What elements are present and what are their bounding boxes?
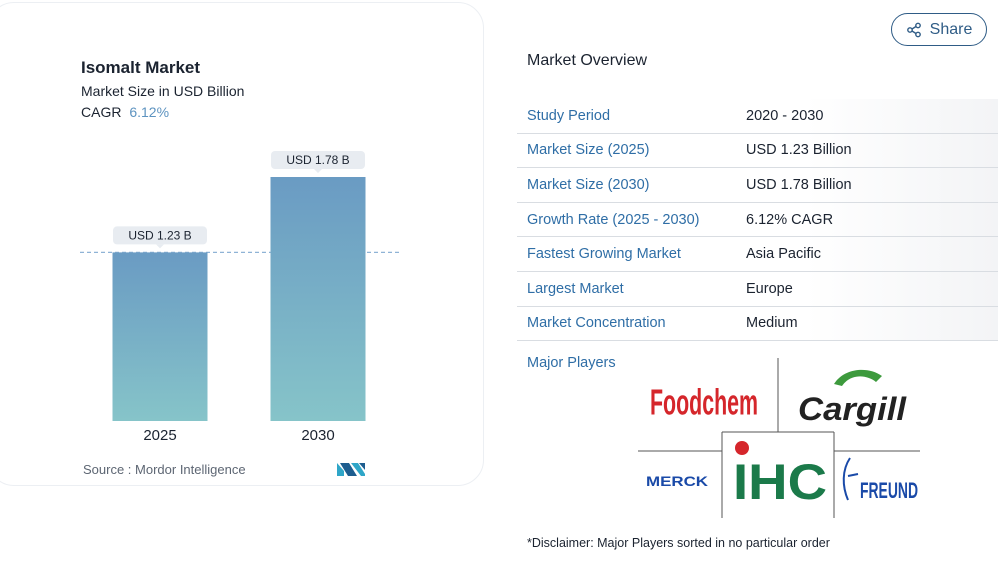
mordor-intelligence-logo-icon [337,463,365,476]
overview-value: USD 1.78 Billion [746,176,852,193]
overview-key: Growth Rate (2025 - 2030) [527,211,700,228]
overview-table: Study Period 2020 - 2030 Market Size (20… [517,99,998,342]
overview-key: Study Period [527,107,611,124]
overview-row: Market Size (2025) USD 1.23 Billion [517,133,998,169]
overview-title: Market Overview [527,52,648,69]
share-icon [906,22,921,37]
data-label-pointer [156,244,164,249]
data-label: USD 1.78 B [286,153,349,167]
data-label-pointer [314,169,322,173]
overview-row: Study Period 2020 - 2030 [517,99,998,134]
svg-text:FREUND: FREUND [860,478,918,503]
overview-value: Medium [746,315,798,332]
svg-text:Cargill: Cargill [798,391,907,427]
chart-cagr: CAGR 6.12% [81,104,169,120]
disclaimer: *Disclaimer: Major Players sorted in no … [527,536,830,550]
overview-row: Fastest Growing Market Asia Pacific [517,237,998,272]
overview-row: Market Concentration Medium [517,306,998,342]
major-players-logos: Foodchem Cargill IHC MERCK FREUND [638,358,920,518]
x-tick-label: 2025 [143,427,176,444]
overview-value: 2020 - 2030 [746,107,824,124]
chart-source: Source : Mordor Intelligence [83,462,246,477]
overview-key: Market Concentration [527,315,666,332]
major-players-label: Major Players [527,355,616,371]
x-tick-label: 2030 [301,427,334,444]
freund-logo: FREUND [842,457,918,503]
chart-subtitle: Market Size in USD Billion [81,83,245,99]
bar-2030 [270,177,366,421]
cagr-label: CAGR [81,104,122,120]
overview-value: Asia Pacific [746,246,821,263]
share-button[interactable]: Share [891,13,987,46]
data-label: USD 1.23 B [128,228,191,242]
bar-chart: USD 1.23 B 2025 USD 1.78 B 2030 [80,151,400,444]
svg-text:MERCK: MERCK [646,473,708,489]
chart-card [0,2,484,486]
svg-text:Foodchem: Foodchem [650,383,758,423]
bar-2025 [112,252,208,421]
cagr-value: 6.12% [129,104,170,120]
share-label: Share [929,20,973,38]
merck-logo: MERCK [646,473,708,489]
overview-key: Fastest Growing Market [527,246,681,263]
overview-key: Market Size (2025) [527,142,650,159]
ihc-logo: IHC [733,441,827,510]
overview-key: Market Size (2030) [527,176,650,193]
svg-text:IHC: IHC [733,454,827,510]
overview-row: Market Size (2030) USD 1.78 Billion [517,168,998,203]
cargill-logo: Cargill [798,369,907,427]
overview-row: Growth Rate (2025 - 2030) 6.12% CAGR [517,202,998,238]
overview-value: USD 1.23 Billion [746,142,852,159]
foodchem-logo: Foodchem [650,383,758,423]
overview-key: Largest Market [527,280,624,297]
data-label-bg [113,226,207,245]
chart-title: Isomalt Market [81,58,201,77]
overview-value: Europe [746,280,793,297]
overview-value: 6.12% CAGR [746,211,834,228]
data-label-bg [271,151,365,169]
overview-row: Largest Market Europe [517,271,998,307]
